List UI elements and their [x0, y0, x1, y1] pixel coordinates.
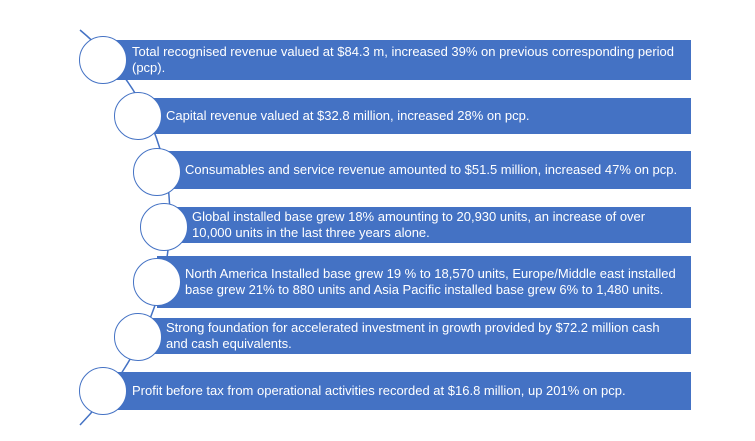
bullet-circle	[140, 203, 188, 251]
list-item-bar: Total recognised revenue valued at $84.3…	[104, 40, 691, 80]
item-text: Consumables and service revenue amounted…	[185, 162, 678, 177]
list-item-bar: Profit before tax from operational activ…	[104, 372, 691, 410]
list-item-bar: North America Installed base grew 19 % t…	[157, 256, 691, 308]
item-text: Global installed base grew 18% amounting…	[192, 209, 646, 240]
list-item-bar: Global installed base grew 18% amounting…	[164, 207, 691, 243]
list-item-bar: Strong foundation for accelerated invest…	[138, 318, 691, 354]
list-item-bar: Consumables and service revenue amounted…	[157, 151, 691, 189]
item-text: Total recognised revenue valued at $84.3…	[132, 44, 675, 75]
bullet-circle	[79, 367, 127, 415]
bullet-circle	[114, 313, 162, 361]
item-text: Capital revenue valued at $32.8 million,…	[166, 108, 530, 123]
bullet-circle	[133, 148, 181, 196]
bullet-circle	[133, 258, 181, 306]
item-text: Profit before tax from operational activ…	[132, 383, 626, 398]
list-item-bar: Capital revenue valued at $32.8 million,…	[138, 98, 691, 134]
item-text: North America Installed base grew 19 % t…	[185, 266, 676, 297]
bullet-circle	[114, 92, 162, 140]
item-text: Strong foundation for accelerated invest…	[166, 320, 660, 351]
bullet-circle	[79, 36, 127, 84]
